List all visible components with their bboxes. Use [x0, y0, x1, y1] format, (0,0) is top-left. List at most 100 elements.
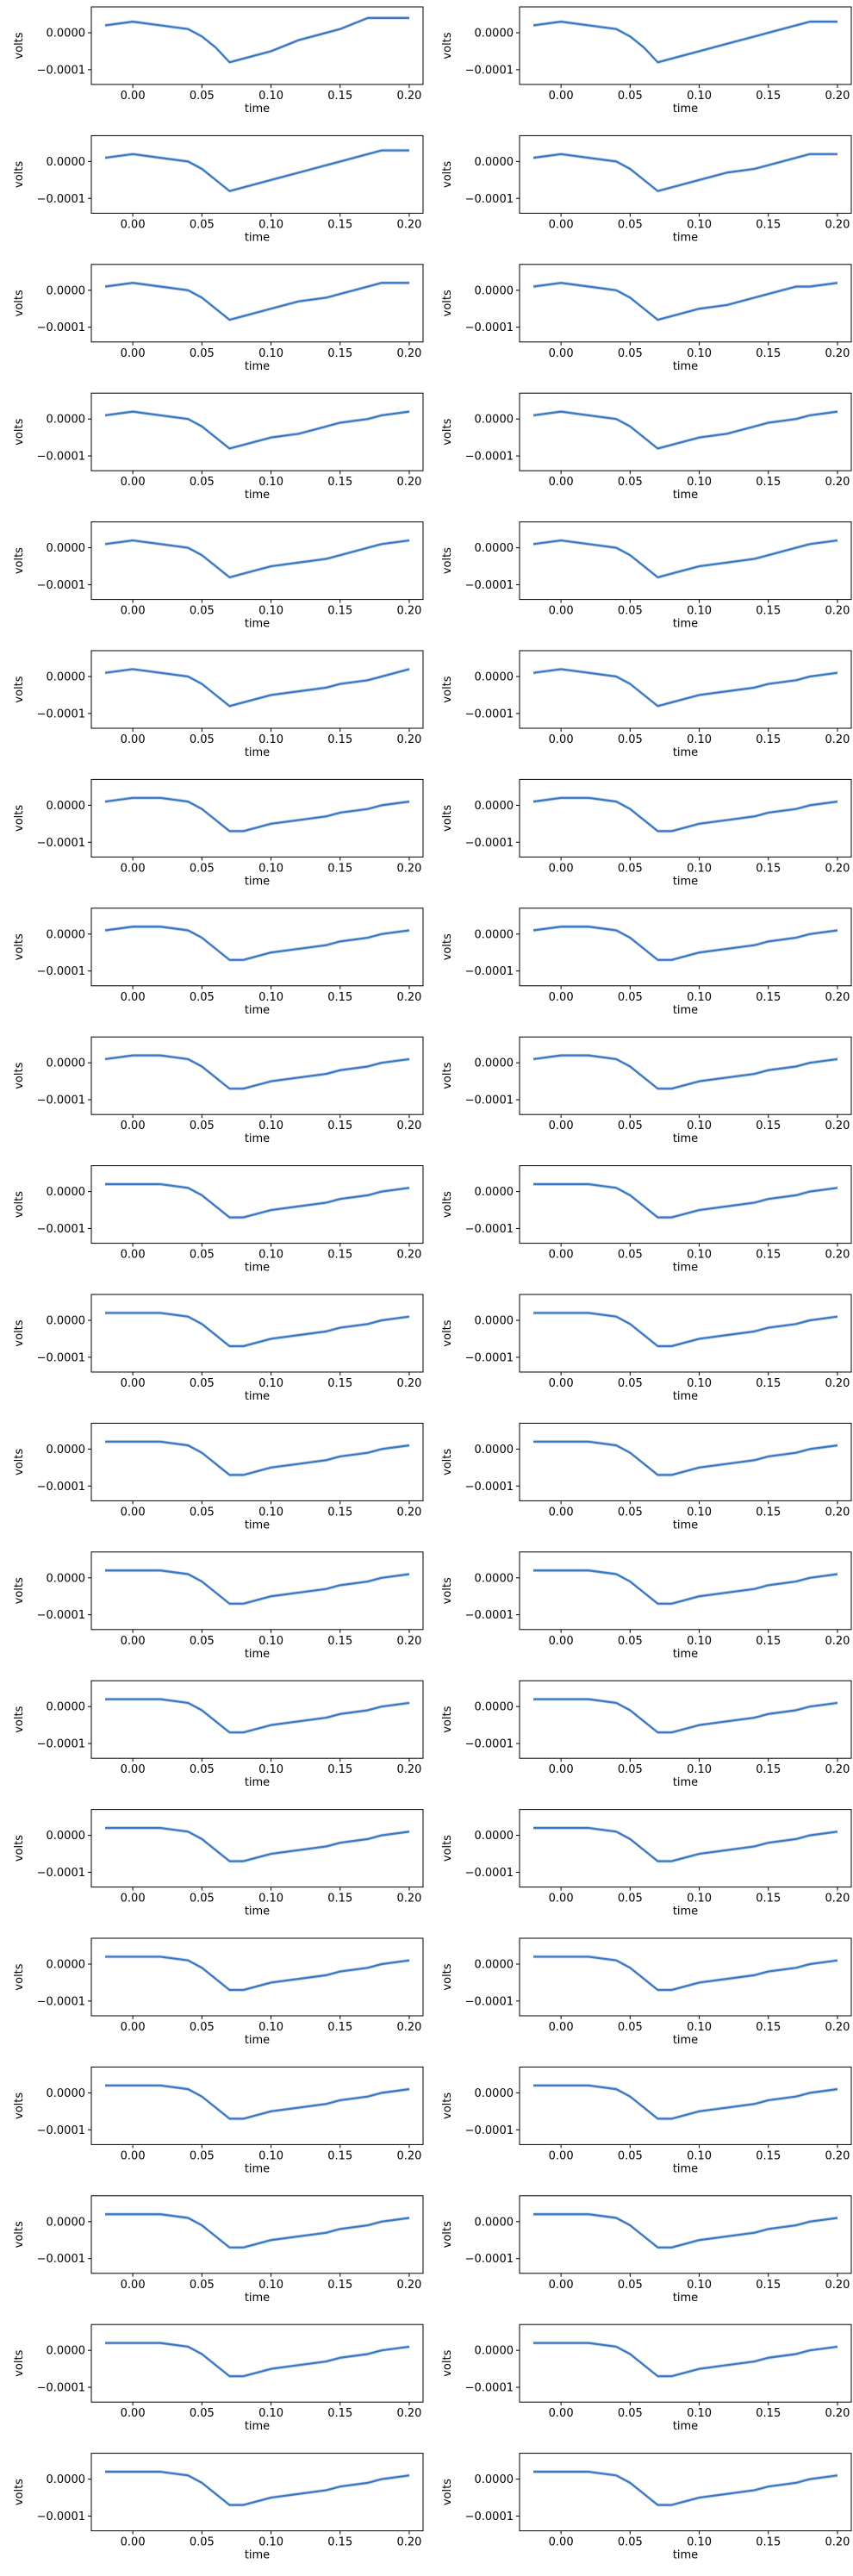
y-tick-label: −0.0001 — [37, 1223, 85, 1236]
series-line — [105, 1182, 410, 1219]
x-tick-label: 0.00 — [549, 2021, 574, 2034]
x-tick-label: 0.00 — [121, 2536, 146, 2549]
x-tick-label: 0.05 — [618, 862, 643, 875]
x-axis-label: time — [245, 1390, 270, 1403]
x-axis-label: time — [673, 618, 698, 631]
x-axis-label: time — [245, 1776, 270, 1789]
y-tick-label: 0.0000 — [475, 1572, 514, 1585]
x-tick-label: 0.00 — [121, 1506, 146, 1519]
x-tick-label: 0.15 — [327, 476, 352, 489]
x-tick-label: 0.10 — [258, 476, 283, 489]
panel-6: 0.00 0.05 0.10 0.15 0.20 0.0000 −0.0001 time vol… — [441, 264, 852, 373]
x-tick-label: 0.20 — [825, 1893, 850, 1905]
x-axis-label: time — [673, 875, 698, 888]
panel-9: 0.00 0.05 0.10 0.15 0.20 0.0000 −0.0001 time vol… — [13, 521, 424, 631]
x-tick-label: 0.10 — [258, 347, 283, 360]
y-axis-label: volts — [441, 2349, 454, 2376]
x-axis-label: time — [673, 1519, 698, 1531]
y-axis-label: volts — [441, 1062, 454, 1088]
series-line — [104, 926, 410, 961]
series-band — [533, 667, 837, 708]
x-tick-label: 0.10 — [687, 218, 712, 231]
x-axis-label: time — [673, 1004, 698, 1017]
y-tick-label: −0.0001 — [465, 837, 514, 850]
x-tick-label: 0.15 — [327, 218, 352, 231]
series-line — [533, 1312, 838, 1348]
x-tick-label: 0.05 — [190, 991, 215, 1004]
axes-frame — [519, 6, 852, 85]
x-tick-label: 0.20 — [825, 1635, 850, 1648]
x-tick-label: 0.00 — [549, 605, 574, 618]
x-axis-label: time — [245, 618, 270, 631]
y-tick-label: 0.0000 — [47, 1444, 86, 1456]
axes-frame — [90, 392, 424, 471]
y-axis-label: volts — [13, 1449, 26, 1475]
y-axis-label: volts — [441, 1577, 454, 1604]
y-axis-label: volts — [13, 161, 26, 188]
axes-frame — [519, 908, 852, 987]
x-tick-label: 0.10 — [258, 2149, 283, 2162]
y-axis-label: volts — [441, 1963, 454, 1990]
x-axis-label: time — [673, 1132, 698, 1145]
x-tick-label: 0.05 — [190, 2279, 215, 2292]
series-line — [104, 282, 409, 321]
axes-frame — [519, 2323, 852, 2403]
y-axis-label: volts — [441, 2479, 454, 2505]
axes-frame — [519, 2066, 852, 2145]
x-tick-label: 0.05 — [618, 2536, 643, 2549]
y-axis-label: volts — [441, 1319, 454, 1346]
y-tick-label: −0.0001 — [465, 2382, 514, 2395]
y-tick-label: −0.0001 — [37, 2124, 85, 2137]
y-tick-label: −0.0001 — [37, 1609, 85, 1622]
x-tick-label: 0.15 — [756, 2021, 781, 2034]
x-tick-label: 0.10 — [687, 862, 712, 875]
x-axis-label: time — [673, 1262, 698, 1275]
panel-26: 0.00 0.05 0.10 0.15 0.20 0.0000 −0.0001 time vol… — [441, 1551, 852, 1661]
x-tick-label: 0.00 — [549, 1377, 574, 1390]
x-tick-label: 0.00 — [549, 991, 574, 1004]
y-tick-label: −0.0001 — [37, 579, 85, 592]
x-tick-label: 0.20 — [825, 2407, 850, 2420]
x-tick-label: 0.10 — [687, 1893, 712, 1905]
series-line — [105, 2213, 410, 2249]
axes-frame — [90, 778, 424, 858]
x-tick-label: 0.20 — [825, 90, 850, 103]
y-tick-label: −0.0001 — [37, 2253, 85, 2266]
x-axis-label: time — [673, 2034, 698, 2047]
y-tick-label: −0.0001 — [465, 965, 514, 978]
x-tick-label: 0.05 — [190, 90, 215, 103]
panel-37: 0.00 0.05 0.10 0.15 0.20 0.0000 −0.0001 time vol… — [13, 2323, 424, 2433]
x-tick-label: 0.20 — [825, 1763, 850, 1776]
axes-frame — [519, 1165, 852, 1244]
series-line — [532, 282, 838, 321]
x-tick-label: 0.05 — [190, 1377, 215, 1390]
axes-frame — [90, 1422, 424, 1501]
x-tick-label: 0.20 — [825, 991, 850, 1004]
panel-33: 0.00 0.05 0.10 0.15 0.20 0.0000 −0.0001 time vol… — [13, 2066, 424, 2175]
panel-3: 0.00 0.05 0.10 0.15 0.20 0.0000 −0.0001 time vol… — [13, 134, 424, 244]
y-tick-label: 0.0000 — [475, 156, 514, 169]
panel-34: 0.00 0.05 0.10 0.15 0.20 0.0000 −0.0001 time vol… — [441, 2066, 852, 2175]
y-tick-label: −0.0001 — [465, 193, 514, 206]
y-tick-label: 0.0000 — [475, 414, 514, 427]
panel-15: 0.00 0.05 0.10 0.15 0.20 0.0000 −0.0001 time vol… — [13, 908, 424, 1017]
y-axis-label: volts — [441, 1835, 454, 1862]
panel-36: 0.00 0.05 0.10 0.15 0.20 0.0000 −0.0001 time vol… — [441, 2195, 852, 2305]
x-tick-label: 0.20 — [825, 2536, 850, 2549]
axes-frame — [519, 264, 852, 343]
x-tick-label: 0.15 — [756, 733, 781, 746]
axes-frame — [519, 134, 852, 214]
x-tick-label: 0.10 — [258, 1377, 283, 1390]
x-axis-label: time — [673, 2162, 698, 2175]
x-tick-label: 0.05 — [618, 605, 643, 618]
series-line — [533, 2084, 838, 2120]
y-tick-label: −0.0001 — [465, 1223, 514, 1236]
x-tick-label: 0.10 — [687, 1763, 712, 1776]
y-tick-label: −0.0001 — [465, 64, 514, 77]
panel-25: 0.00 0.05 0.10 0.15 0.20 0.0000 −0.0001 time vol… — [13, 1551, 424, 1661]
x-tick-label: 0.10 — [687, 1635, 712, 1648]
x-tick-label: 0.10 — [687, 2407, 712, 2420]
x-tick-label: 0.00 — [549, 1893, 574, 1905]
x-axis-label: time — [245, 1648, 270, 1661]
